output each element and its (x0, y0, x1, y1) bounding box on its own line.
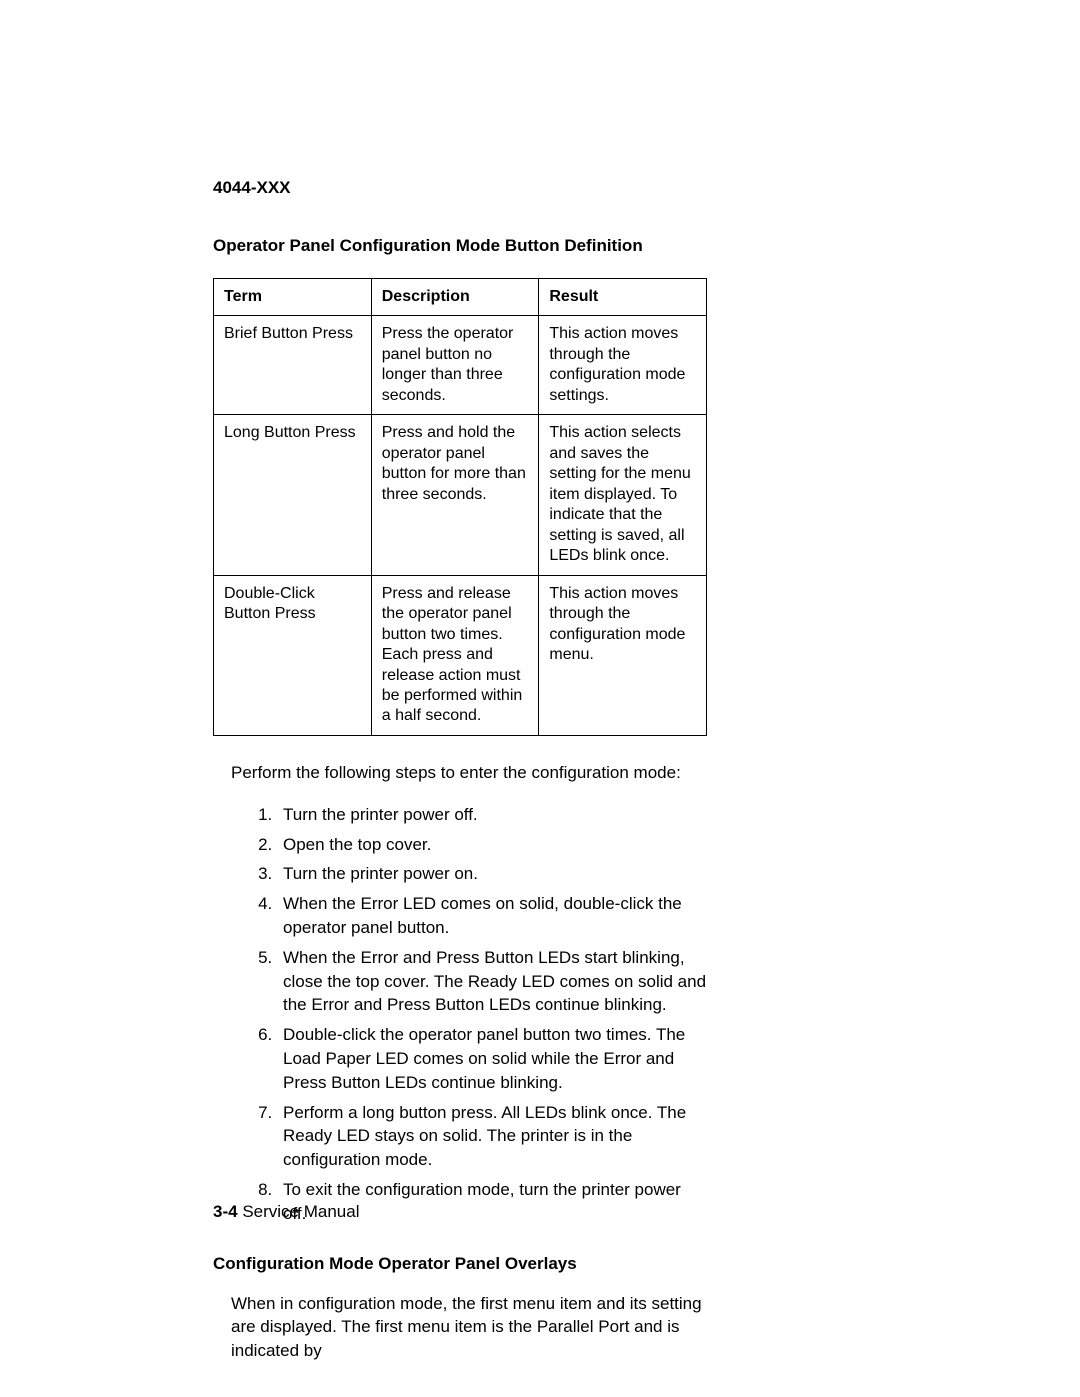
list-item: When the Error LED comes on solid, doubl… (277, 892, 707, 940)
cell-description: Press and hold the operator panel button… (371, 415, 539, 575)
section-heading-button-definition: Operator Panel Configuration Mode Button… (213, 236, 707, 256)
table-header-description: Description (371, 279, 539, 316)
list-item: Turn the printer power off. (277, 803, 707, 827)
steps-list: Turn the printer power off. Open the top… (261, 803, 707, 1226)
cell-description: Press and release the operator panel but… (371, 575, 539, 735)
button-definition-table: Term Description Result Brief Button Pre… (213, 278, 707, 736)
table-row: Long Button Press Press and hold the ope… (214, 415, 707, 575)
list-item: Double-click the operator panel button t… (277, 1023, 707, 1094)
cell-term: Long Button Press (214, 415, 372, 575)
cell-result: This action selects and saves the settin… (539, 415, 707, 575)
cell-result: This action moves through the configurat… (539, 316, 707, 415)
list-item: Perform a long button press. All LEDs bl… (277, 1101, 707, 1172)
table-header-term: Term (214, 279, 372, 316)
table-row: Double-Click Button Press Press and rele… (214, 575, 707, 735)
table-row: Brief Button Press Press the operator pa… (214, 316, 707, 415)
section-heading-overlays: Configuration Mode Operator Panel Overla… (213, 1254, 707, 1274)
overlays-paragraph: When in configuration mode, the first me… (231, 1292, 707, 1363)
list-item: When the Error and Press Button LEDs sta… (277, 946, 707, 1017)
table-header-result: Result (539, 279, 707, 316)
list-item: Open the top cover. (277, 833, 707, 857)
intro-paragraph: Perform the following steps to enter the… (231, 762, 707, 785)
footer-label: Service Manual (242, 1202, 359, 1221)
document-id: 4044-XXX (213, 178, 707, 198)
list-item: Turn the printer power on. (277, 862, 707, 886)
page-footer: 3-4 Service Manual (213, 1202, 359, 1222)
cell-term: Double-Click Button Press (214, 575, 372, 735)
cell-term: Brief Button Press (214, 316, 372, 415)
cell-result: This action moves through the configurat… (539, 575, 707, 735)
cell-description: Press the operator panel button no longe… (371, 316, 539, 415)
page-number: 3-4 (213, 1202, 238, 1221)
